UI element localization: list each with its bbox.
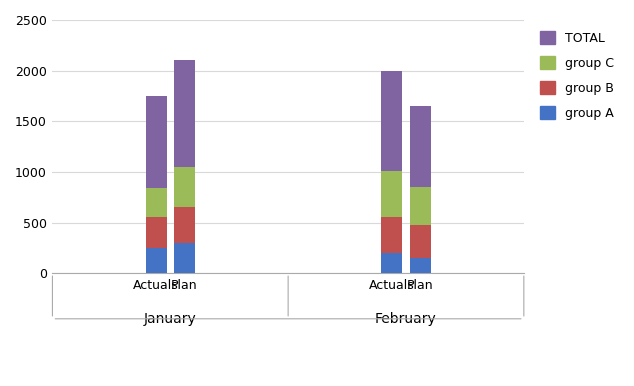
Bar (410, 106, 430, 187)
Bar (146, 188, 167, 217)
Bar (174, 207, 195, 243)
Bar (410, 225, 430, 258)
Text: February: February (375, 312, 437, 326)
Bar (146, 217, 167, 248)
Bar (381, 217, 403, 253)
Bar (146, 248, 167, 273)
Bar (174, 167, 195, 207)
Text: January: January (144, 312, 197, 326)
Bar (174, 60, 195, 167)
Bar (381, 253, 403, 273)
Bar (381, 71, 403, 171)
Bar (410, 187, 430, 225)
Legend: TOTAL, group C, group B, group A: TOTAL, group C, group B, group A (535, 26, 619, 125)
Bar (146, 96, 167, 188)
Bar (174, 243, 195, 273)
Bar (410, 258, 430, 273)
Bar (381, 171, 403, 217)
